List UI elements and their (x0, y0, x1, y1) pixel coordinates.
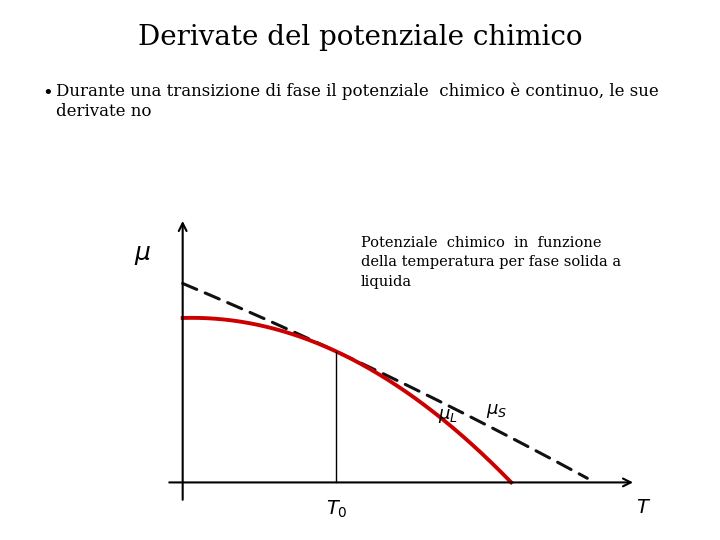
Text: Potenziale  chimico  in  funzione
della temperatura per fase solida a
liquida: Potenziale chimico in funzione della tem… (361, 236, 621, 289)
Text: $T$: $T$ (636, 499, 652, 517)
Text: $T_0$: $T_0$ (325, 499, 347, 520)
Text: Derivate del potenziale chimico: Derivate del potenziale chimico (138, 24, 582, 51)
Text: $\mu_S$: $\mu_S$ (486, 402, 508, 420)
Text: $\mu$: $\mu$ (134, 245, 150, 267)
Text: derivate no: derivate no (56, 103, 152, 119)
Text: •: • (42, 84, 53, 102)
Text: $\mu_L$: $\mu_L$ (438, 407, 458, 425)
Text: Durante una transizione di fase il potenziale  chimico è continuo, le sue: Durante una transizione di fase il poten… (56, 82, 659, 99)
